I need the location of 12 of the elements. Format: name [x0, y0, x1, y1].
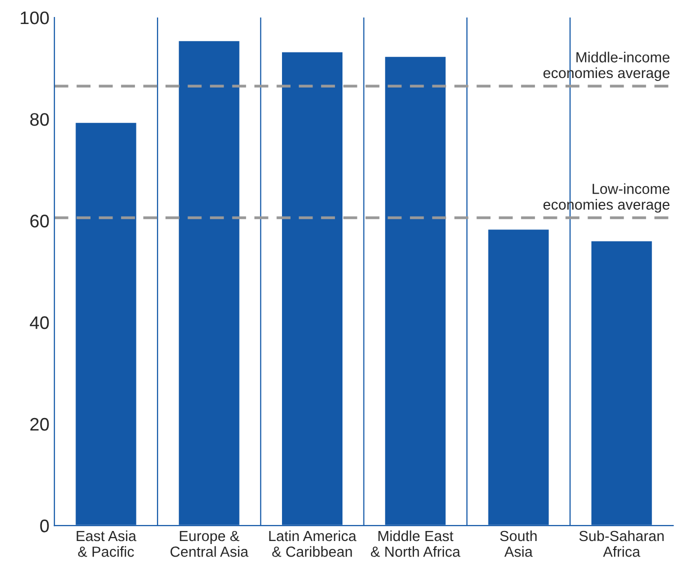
x-tick-label: Sub-Saharan Africa	[579, 530, 664, 557]
y-tick-label: 40	[30, 316, 49, 330]
x-tick-label: East Asia & Pacific	[76, 530, 136, 557]
x-tick-label: Middle East & North Africa	[370, 530, 460, 557]
y-tick-label: 0	[40, 520, 49, 532]
x-tick-label: South Asia	[500, 530, 537, 557]
y-tick-label: 80	[30, 113, 49, 126]
x-tick-label: Latin America & Caribbean	[269, 530, 356, 557]
y-tick-label: 20	[30, 418, 49, 431]
y-tick-label: 60	[30, 214, 49, 228]
y-tick-label: 100	[20, 11, 49, 24]
x-tick-label: Europe & Central Asia	[170, 530, 248, 557]
